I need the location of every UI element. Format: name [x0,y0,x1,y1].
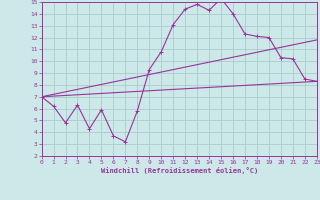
X-axis label: Windchill (Refroidissement éolien,°C): Windchill (Refroidissement éolien,°C) [100,167,258,174]
